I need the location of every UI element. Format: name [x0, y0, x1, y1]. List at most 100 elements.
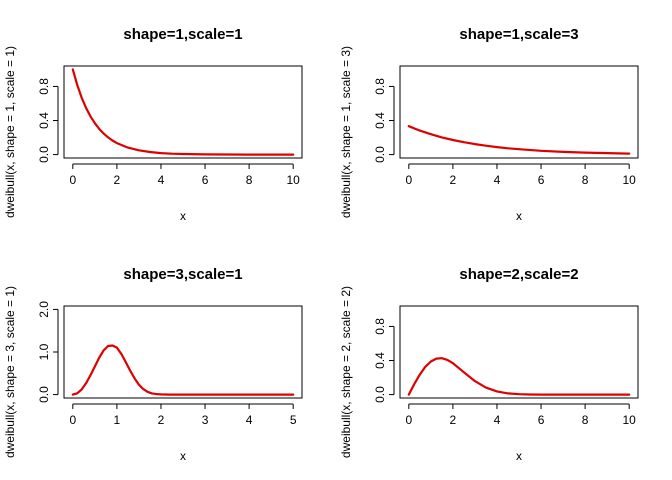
x-tick-label: 3: [202, 413, 209, 427]
x-tick-label: 10: [287, 173, 301, 187]
data-point: [463, 371, 465, 374]
data-point: [529, 393, 531, 396]
chart-title: shape=1,scale=1: [123, 26, 242, 43]
data-point: [418, 129, 421, 132]
data-point: [76, 83, 79, 86]
x-axis-label: x: [516, 209, 522, 223]
chart-title: shape=1,scale=3: [459, 26, 578, 43]
data-point: [102, 132, 105, 135]
chart-panel-3: shape=3,scale=1 0 1 2 3 4 5 x 0.0 1.0 2.0 dweibull(…: [3, 266, 303, 463]
y-tick-label: 1.0: [37, 343, 51, 360]
data-point: [71, 393, 74, 396]
data-point: [540, 149, 542, 152]
x-tick-label: 5: [290, 413, 297, 427]
plot-frame: [63, 305, 303, 399]
data-point: [129, 369, 132, 372]
data-point: [518, 393, 520, 396]
y-axis-label: dweibull(x, shape = 3, scale = 1): [3, 286, 17, 458]
data-point: [292, 153, 295, 156]
chart-panel-4: shape=2,scale=2 0 2 4 6 8 10 x 0.0 0.4 0.8 dweibull…: [339, 266, 639, 463]
data-point: [507, 147, 509, 150]
x-tick-label: 8: [246, 173, 253, 187]
data-point: [440, 357, 443, 360]
y-tick-label: 0.4: [373, 352, 387, 369]
data-point: [429, 133, 432, 136]
data-point: [76, 392, 79, 395]
data-point: [85, 382, 87, 385]
y-tick-label: 0.0: [37, 146, 51, 163]
data-point: [146, 390, 149, 393]
x-tick-label: 6: [202, 173, 209, 187]
x-tick-label: 4: [494, 173, 501, 187]
data-point: [248, 153, 251, 156]
y-tick-label: 0.8: [373, 318, 387, 335]
data-point: [435, 357, 438, 360]
data-point: [292, 393, 295, 396]
data-point: [151, 392, 154, 395]
density-curve: [407, 357, 631, 396]
data-point: [248, 393, 251, 396]
y-tick-label: 2.0: [37, 301, 51, 318]
data-point: [149, 151, 151, 153]
data-point: [98, 128, 101, 130]
data-point: [418, 373, 421, 376]
data-point: [160, 152, 162, 154]
data-point: [628, 393, 631, 396]
data-point: [496, 146, 498, 148]
chart-panel-2: shape=1,scale=3 0 2 4 6 8 10 x 0.0 0.4 0.8 dweibull…: [339, 26, 639, 223]
data-point: [424, 365, 427, 368]
data-point: [606, 393, 609, 396]
data-point: [93, 122, 96, 125]
data-point: [127, 146, 129, 149]
data-point: [562, 393, 564, 396]
data-point: [171, 152, 173, 155]
data-point: [182, 393, 184, 396]
data-point: [584, 151, 587, 154]
y-tick-label: 0.8: [373, 78, 387, 95]
data-point: [407, 125, 410, 128]
data-point: [485, 144, 487, 147]
data-point: [138, 149, 140, 152]
chart-title: shape=2,scale=2: [459, 266, 578, 283]
x-tick-label: 4: [158, 173, 165, 187]
data-point: [168, 393, 171, 396]
density-curve: [71, 68, 295, 156]
y-axis-label: dweibull(x, shape = 1, scale = 3): [339, 46, 353, 218]
y-axis-label: dweibull(x, shape = 1, scale = 1): [3, 46, 17, 218]
y-axis-label: dweibull(x, shape = 2, scale = 2): [339, 286, 353, 458]
data-point: [71, 68, 74, 71]
y-tick-label: 0.0: [37, 386, 51, 403]
data-point: [474, 380, 476, 383]
data-point: [98, 356, 101, 359]
x-axis-label: x: [180, 209, 186, 223]
x-tick-label: 6: [538, 413, 545, 427]
density-curve: [407, 125, 631, 155]
plot-frame: [63, 65, 303, 159]
data-point: [142, 388, 145, 390]
data-point: [606, 152, 609, 155]
data-point: [115, 142, 118, 144]
data-point: [115, 346, 118, 349]
y-tick-label: 0.4: [37, 112, 51, 129]
data-point: [107, 136, 109, 139]
data-point: [474, 143, 476, 146]
x-tick-label: 4: [494, 413, 501, 427]
data-point: [463, 141, 465, 144]
data-point: [451, 362, 454, 365]
x-tick-label: 4: [246, 413, 253, 427]
plot-frame: [399, 65, 639, 159]
chart-title: shape=3,scale=1: [123, 266, 242, 283]
data-point: [93, 365, 96, 368]
x-axis-label: x: [180, 449, 186, 463]
x-tick-label: 1: [114, 413, 121, 427]
data-point: [80, 96, 83, 99]
data-point: [107, 345, 109, 347]
density-curve: [71, 344, 295, 396]
data-point: [507, 392, 509, 395]
data-point: [440, 136, 443, 139]
data-point: [89, 374, 92, 377]
x-tick-label: 2: [114, 173, 121, 187]
data-point: [518, 148, 520, 151]
data-point: [89, 115, 92, 118]
x-tick-label: 10: [623, 173, 637, 187]
